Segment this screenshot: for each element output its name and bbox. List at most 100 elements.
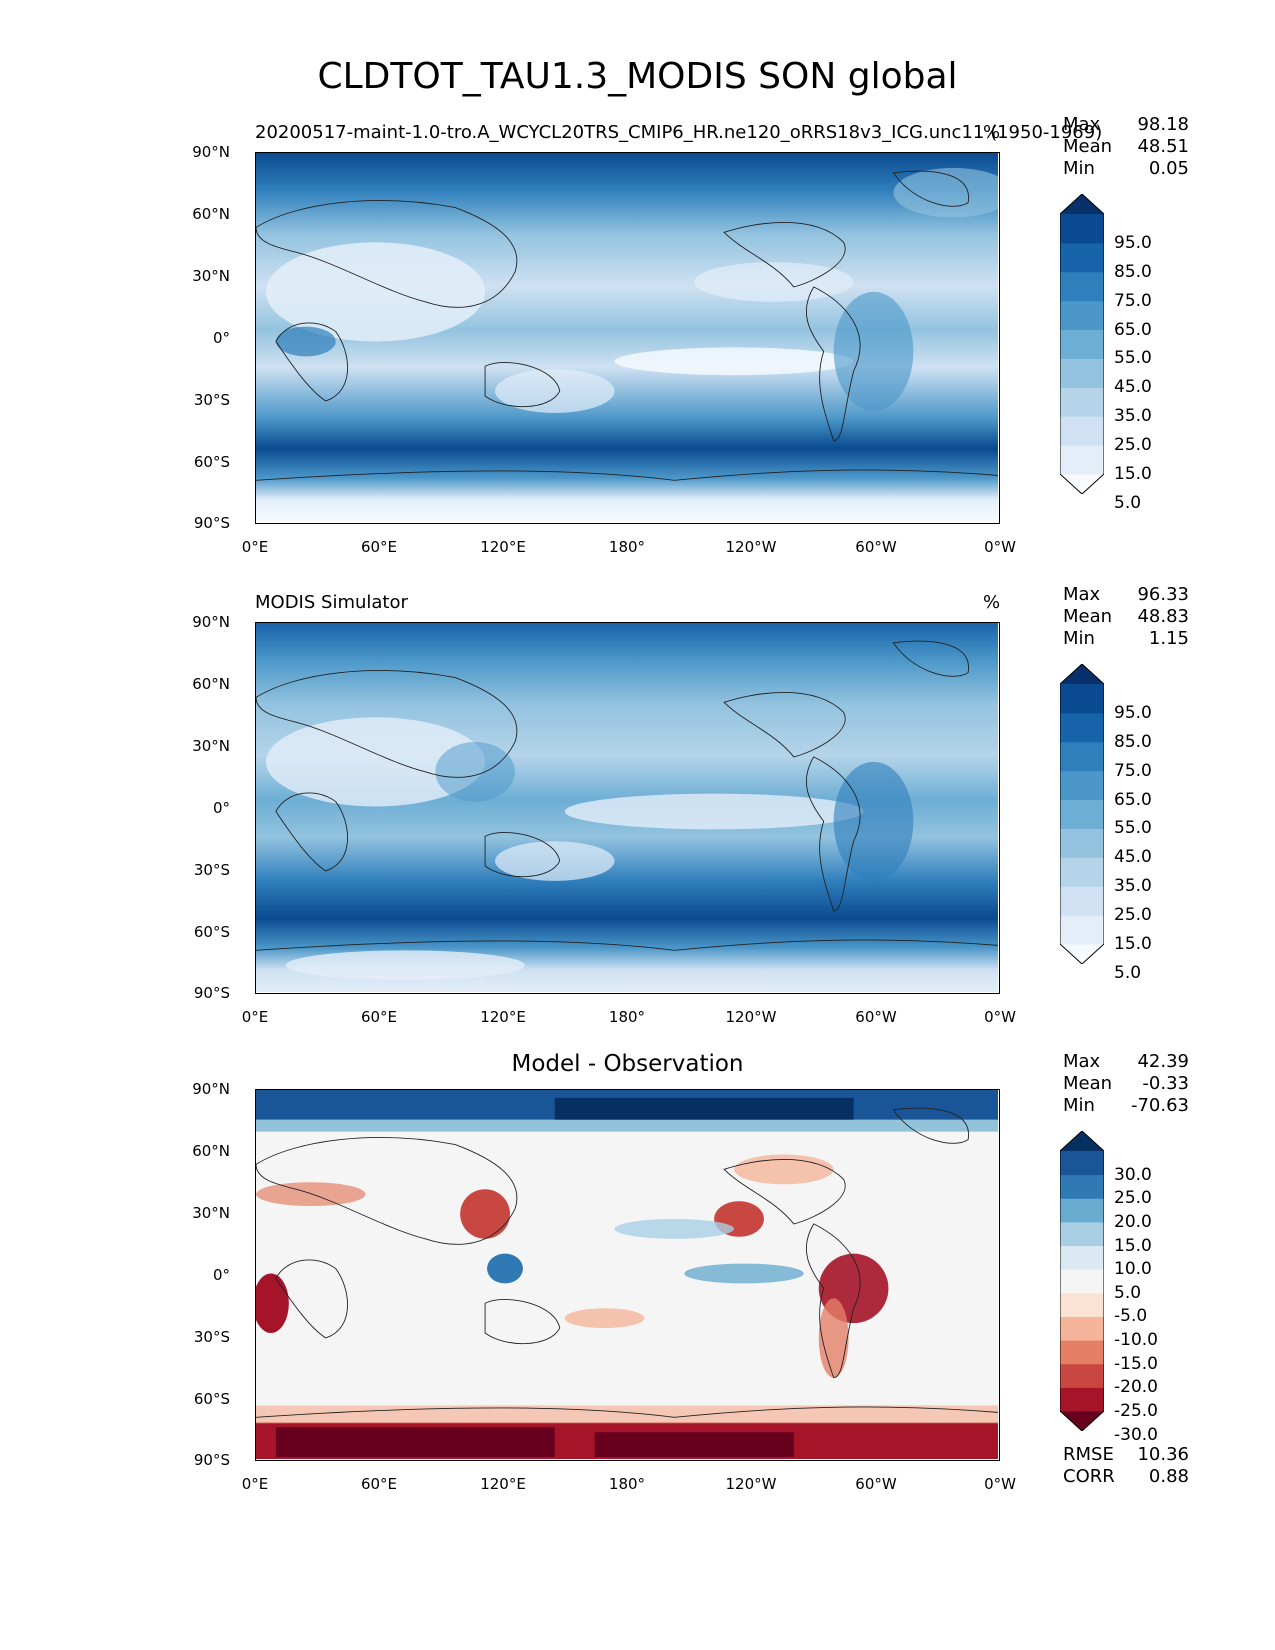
colorbar-tick: -10.0 [1114,1330,1158,1351]
colorbar-tick: -15.0 [1114,1353,1158,1374]
colorbar-tick: 5.0 [1114,1282,1142,1303]
colorbar-extend-min [1060,1411,1104,1431]
field-blob [265,242,486,342]
colorbar-tick: 95.0 [1114,232,1152,253]
colorbar-segment [1060,214,1104,244]
lat-tick: 30°N [192,737,230,755]
lat-tick: 30°S [193,861,230,879]
units-label: % [983,592,1001,613]
field-blob [564,793,864,830]
colorbar-segment [1060,416,1104,446]
colorbar-segment [1060,445,1104,475]
lat-tick: 90°N [192,143,230,161]
lat-tick: 90°N [192,613,230,631]
colorbar-tick: 35.0 [1114,876,1152,897]
colorbar-segment [1060,712,1104,743]
field-blob [614,347,854,376]
colorbar-segment [1060,1221,1104,1247]
field-blob [256,1273,289,1334]
mean-label: Mean [1063,1073,1113,1094]
map-canvas [256,623,998,992]
panel-subtitle: 20200517-maint-1.0-tro.A_WCYCL20TRS_CMIP… [255,122,1103,143]
coastlines [256,1107,998,1418]
colorbar-tick: 25.0 [1114,905,1152,926]
colorbar-segment [1060,1198,1104,1223]
colorbar-tick: -20.0 [1114,1377,1158,1398]
lon-tick: 120°W [725,538,777,556]
field-blob [833,761,914,881]
colorbar [1060,1131,1104,1431]
lat-tick: 60°S [193,453,230,471]
lat-tick: 0° [212,329,230,347]
colorbar-tick: 45.0 [1114,377,1152,398]
units-label: % [983,122,1001,143]
coastlines [256,170,998,481]
mean-label: Mean [1063,136,1113,157]
colorbar-segment [1060,828,1104,858]
panel-difference: Model - Observation Max 42.39 Mean -0.33 M… [0,1047,1275,1493]
panel-test: 20200517-maint-1.0-tro.A_WCYCL20TRS_CMIP… [0,110,1275,556]
colorbar-extend-min [1060,474,1104,494]
rmse-label: RMSE [1063,1444,1114,1465]
colorbar-tick: 20.0 [1114,1211,1152,1232]
lat-tick: 30°S [193,391,230,409]
lon-tick: 120°E [480,1008,526,1026]
lat-tick: 60°N [192,205,230,223]
field-blob [833,291,914,411]
max-value: 42.39 [1137,1051,1189,1072]
colorbar-tick: 15.0 [1114,464,1152,484]
colorbar-tick: 65.0 [1114,789,1152,810]
lon-tick: 0°E [241,538,269,556]
field-blob [275,326,336,357]
colorbar-segment [1060,1292,1104,1317]
field-blob [256,1119,998,1132]
lon-tick: 60°W [855,1008,897,1026]
colorbar-segment [1060,770,1104,801]
colorbar-extend-max [1060,194,1104,214]
lon-tick: 60°E [360,538,398,556]
colorbar-tick: 35.0 [1114,406,1152,427]
min-value: 0.05 [1148,158,1189,179]
colorbar-segment [1060,358,1104,388]
field-blob [265,717,486,807]
lat-tick: 90°N [192,1080,230,1098]
field-blob [893,167,998,218]
map-plot [255,1089,1000,1461]
lat-tick: 0° [212,1266,230,1284]
stats-box: Max 98.18 Mean 48.51 Min 0.05 [1063,114,1189,180]
colorbar-tick: 65.0 [1114,319,1152,340]
colorbar-tick: 30.0 [1114,1164,1152,1185]
field-blob [694,262,854,302]
field-blob [818,1298,849,1378]
colorbar [1060,664,1104,964]
lon-tick: 180° [608,538,646,556]
corr-label: CORR [1063,1466,1115,1487]
mean-value: 48.83 [1137,606,1189,627]
lat-tick: 60°S [193,923,230,941]
lon-tick: 120°E [480,1475,526,1493]
field-blob [285,950,525,981]
colorbar-tick: 5.0 [1114,492,1142,513]
field-blob [614,1218,735,1239]
colorbar-extend-max [1060,664,1104,684]
colorbar-extend-min [1060,944,1104,964]
colorbar-tick: 5.0 [1114,962,1142,983]
lon-tick: 60°W [855,1475,897,1493]
colorbar-segment [1060,1245,1104,1270]
field-blob [564,1308,645,1329]
field-blob [487,1253,523,1284]
lat-tick: 90°S [193,514,230,532]
colorbar-segment [1060,857,1104,887]
figure-title: CLDTOT_TAU1.3_MODIS SON global [317,56,958,97]
map-plot [255,622,1000,994]
map-plot [255,152,1000,524]
max-label: Max [1063,114,1101,135]
colorbar-segment [1060,1174,1104,1199]
lon-tick: 0°E [241,1475,269,1493]
lon-tick: 60°E [360,1475,398,1493]
field-blob [460,1189,510,1239]
colorbar-tick: 25.0 [1114,1188,1152,1209]
colorbar-tick: 55.0 [1114,348,1152,369]
colorbar-tick: 95.0 [1114,702,1152,723]
colorbar-tick: 75.0 [1114,290,1152,311]
